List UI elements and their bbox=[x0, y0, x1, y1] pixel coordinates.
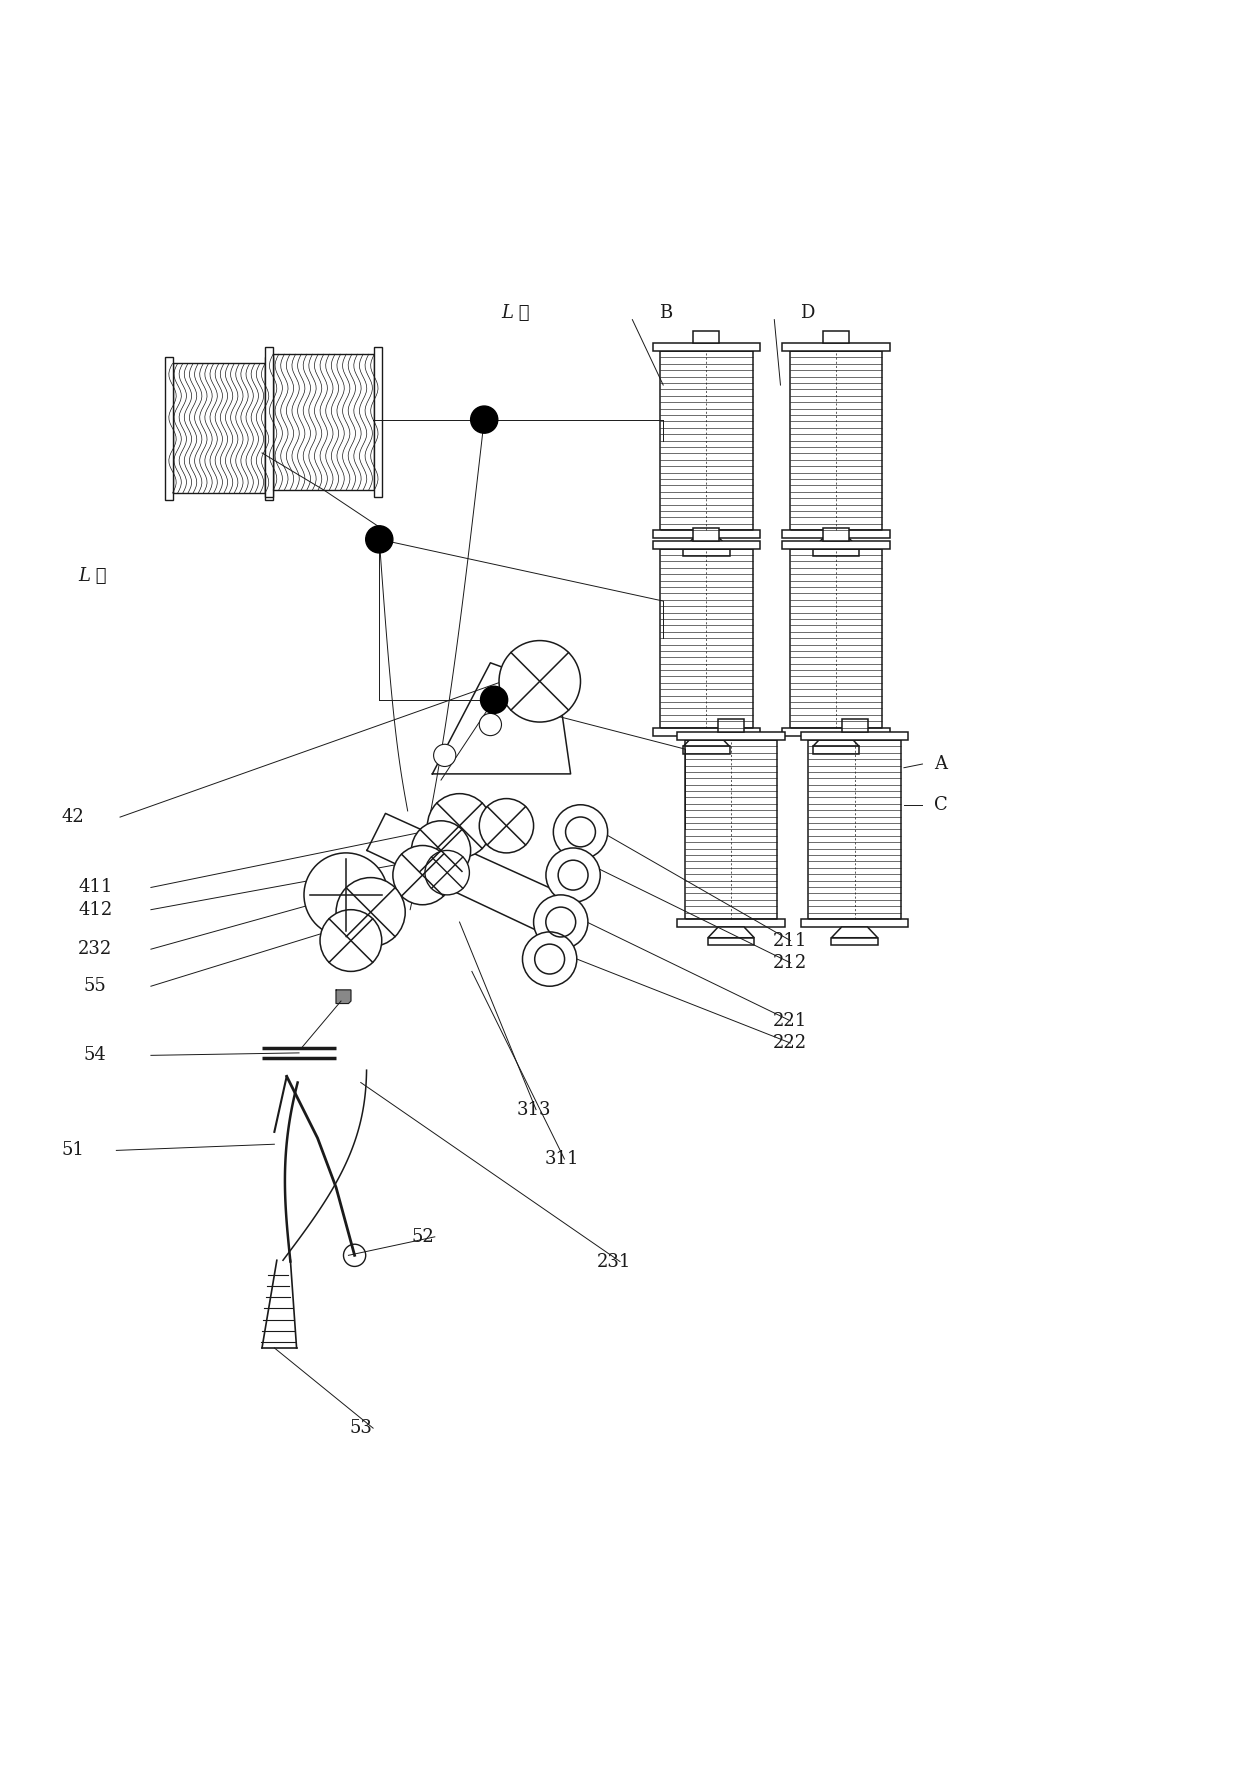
Text: 211: 211 bbox=[774, 931, 807, 949]
Circle shape bbox=[412, 821, 471, 880]
Circle shape bbox=[480, 798, 533, 853]
Circle shape bbox=[553, 805, 608, 858]
Polygon shape bbox=[683, 538, 729, 549]
Circle shape bbox=[481, 687, 507, 713]
Polygon shape bbox=[823, 331, 849, 343]
Circle shape bbox=[522, 933, 577, 986]
Polygon shape bbox=[813, 549, 859, 556]
Polygon shape bbox=[677, 733, 785, 740]
Polygon shape bbox=[683, 549, 729, 556]
Polygon shape bbox=[801, 733, 908, 740]
Text: 313: 313 bbox=[516, 1101, 551, 1119]
Text: 311: 311 bbox=[544, 1150, 579, 1168]
Text: 232: 232 bbox=[78, 940, 113, 958]
Polygon shape bbox=[782, 343, 890, 350]
Polygon shape bbox=[265, 358, 273, 499]
Text: 51: 51 bbox=[62, 1142, 84, 1159]
Polygon shape bbox=[374, 347, 382, 497]
Text: 54: 54 bbox=[84, 1046, 107, 1064]
Polygon shape bbox=[165, 358, 172, 499]
Text: 42: 42 bbox=[62, 809, 84, 827]
Polygon shape bbox=[683, 747, 729, 754]
Text: 231: 231 bbox=[596, 1253, 631, 1271]
Polygon shape bbox=[718, 719, 744, 733]
Text: 411: 411 bbox=[78, 878, 113, 896]
Circle shape bbox=[320, 910, 382, 972]
Text: L 乙: L 乙 bbox=[78, 568, 107, 586]
Circle shape bbox=[336, 878, 405, 947]
Polygon shape bbox=[683, 736, 729, 747]
Circle shape bbox=[480, 713, 501, 736]
Polygon shape bbox=[813, 538, 859, 549]
Polygon shape bbox=[652, 727, 760, 736]
Polygon shape bbox=[842, 719, 868, 733]
Text: A: A bbox=[935, 756, 947, 773]
Polygon shape bbox=[823, 527, 849, 540]
Polygon shape bbox=[708, 927, 754, 938]
Polygon shape bbox=[813, 747, 859, 754]
Polygon shape bbox=[336, 989, 351, 1004]
Circle shape bbox=[434, 743, 456, 766]
Polygon shape bbox=[652, 343, 760, 350]
Polygon shape bbox=[652, 540, 760, 549]
Circle shape bbox=[471, 405, 497, 434]
Circle shape bbox=[425, 850, 470, 896]
Polygon shape bbox=[265, 347, 273, 497]
Circle shape bbox=[533, 896, 588, 949]
Polygon shape bbox=[813, 736, 859, 747]
Polygon shape bbox=[708, 938, 754, 945]
Circle shape bbox=[546, 848, 600, 903]
Polygon shape bbox=[693, 527, 719, 540]
Circle shape bbox=[366, 526, 393, 552]
Text: 212: 212 bbox=[774, 954, 807, 972]
Text: C: C bbox=[934, 796, 947, 814]
Polygon shape bbox=[831, 938, 878, 945]
Text: 221: 221 bbox=[774, 1012, 807, 1030]
Circle shape bbox=[393, 846, 453, 904]
Text: 52: 52 bbox=[412, 1228, 434, 1246]
Text: 412: 412 bbox=[78, 901, 113, 919]
Polygon shape bbox=[693, 331, 719, 343]
Polygon shape bbox=[831, 927, 878, 938]
Text: D: D bbox=[801, 304, 815, 322]
Text: 222: 222 bbox=[774, 1034, 807, 1051]
Circle shape bbox=[304, 853, 388, 936]
Text: 53: 53 bbox=[350, 1420, 372, 1437]
Polygon shape bbox=[677, 919, 785, 927]
Polygon shape bbox=[652, 529, 760, 538]
Polygon shape bbox=[782, 540, 890, 549]
Text: B: B bbox=[658, 304, 672, 322]
Polygon shape bbox=[782, 727, 890, 736]
Text: L 甲: L 甲 bbox=[501, 304, 529, 322]
Circle shape bbox=[428, 793, 491, 858]
Polygon shape bbox=[782, 529, 890, 538]
Text: 55: 55 bbox=[84, 977, 107, 995]
Circle shape bbox=[498, 641, 580, 722]
Polygon shape bbox=[801, 919, 908, 927]
